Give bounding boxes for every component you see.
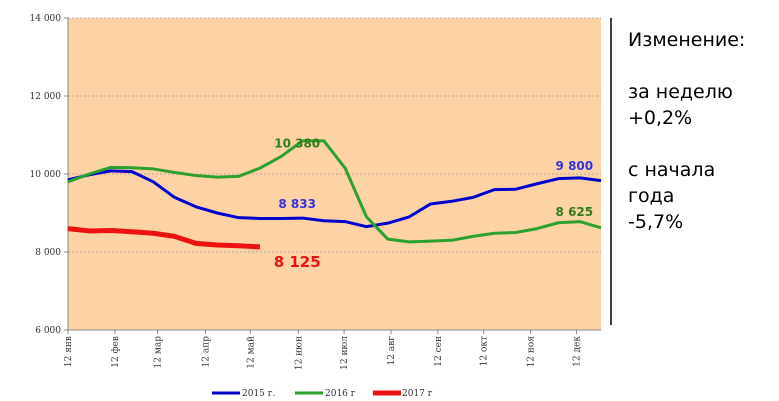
side-text: года: [628, 185, 674, 207]
x-tick-label: 12 мар: [154, 336, 164, 369]
y-tick-label: 12 000: [30, 92, 62, 102]
legend-label: 2017 г: [402, 389, 433, 399]
x-tick-label: 12 янв: [64, 336, 74, 367]
annotation: 9 800: [556, 159, 594, 173]
annotation: 10 380: [274, 137, 320, 151]
annotation: 8 125: [274, 253, 321, 271]
legend-label: 2015 г.: [242, 389, 275, 399]
series-line: [67, 169, 602, 229]
x-tick-label: 12 окт: [480, 336, 490, 366]
x-tick-label: 12 сен: [434, 336, 444, 367]
annotation: 8 625: [556, 205, 594, 219]
x-tick-label: 12 дек: [572, 336, 582, 367]
series-line: [67, 139, 602, 244]
x-tick-label: 12 май: [246, 336, 256, 369]
y-tick-label: 10 000: [30, 170, 62, 180]
x-tick-label: 12 июн: [294, 336, 304, 370]
side-text: Изменение:: [628, 29, 745, 51]
x-tick-label: 12 ноя: [527, 336, 537, 368]
annotation: 8 833: [278, 197, 316, 211]
side-text: за неделю: [628, 81, 733, 103]
side-text: -5,7%: [628, 211, 683, 233]
x-tick-label: 12 фев: [111, 336, 121, 368]
y-tick-label: 6 000: [35, 326, 61, 336]
y-tick-label: 8 000: [35, 248, 61, 258]
x-tick-label: 12 авг: [387, 336, 397, 366]
legend-label: 2016 г: [325, 389, 356, 399]
series-line: [67, 226, 261, 250]
x-tick-label: 12 апр: [202, 336, 212, 368]
side-text: с начала: [628, 159, 715, 181]
side-text: +0,2%: [628, 107, 692, 129]
x-tick-label: 12 июл: [340, 336, 350, 370]
y-tick-label: 14 000: [30, 14, 62, 24]
